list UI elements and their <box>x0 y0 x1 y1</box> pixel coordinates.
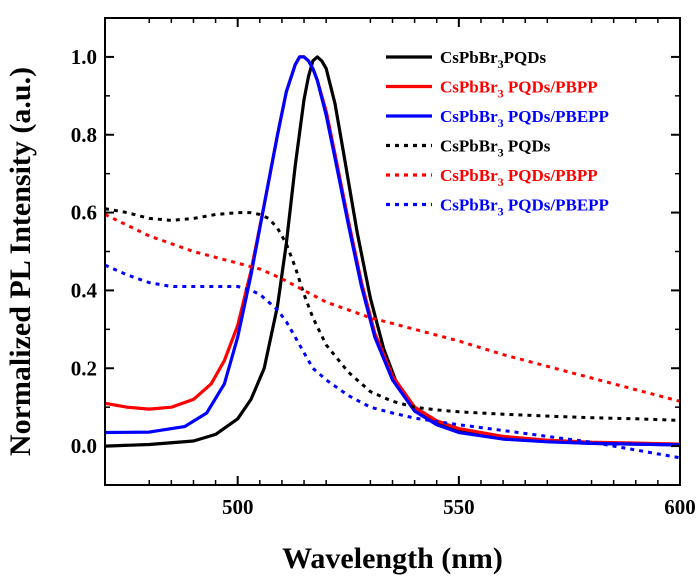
series-line-5 <box>105 213 680 403</box>
legend: CsPbBr3PQDs CsPbBr3 PQDs/PBPP CsPbBr3 PQDs… <box>386 48 609 219</box>
legend-label: CsPbBr3 PQDs/PBPP <box>440 78 598 101</box>
y-tick-label: 1.0 <box>71 45 97 69</box>
x-tick-label: 500 <box>222 495 254 519</box>
y-tick-label: 0.0 <box>71 434 97 458</box>
legend-label: CsPbBr3 PQDs/PBPP <box>440 166 598 189</box>
series-line-1 <box>105 55 680 448</box>
y-tick-label: 0.4 <box>71 278 98 302</box>
legend-label: CsPbBr3 PQDs/PBEPP <box>440 196 609 219</box>
legend-label: CsPbBr3PQDs <box>440 48 547 71</box>
y-tick-label: 0.6 <box>71 201 97 225</box>
x-tick-label: 600 <box>664 495 696 519</box>
series-line-4 <box>105 207 680 422</box>
y-tick-label: 0.8 <box>71 123 97 147</box>
series-line-6 <box>105 263 680 460</box>
x-tick-label: 550 <box>443 495 475 519</box>
legend-label: CsPbBr3 PQDs/PBEPP <box>440 107 609 130</box>
plot-lines <box>105 55 680 460</box>
x-axis-title: Wavelength (nm) <box>282 542 503 575</box>
series-line-3 <box>105 55 680 447</box>
y-axis-title: Normalized PL Intensity (a.u.) <box>4 67 37 456</box>
axis-ticks: 500 550 600 0.0 0.2 0.4 0.6 0.8 1.0 <box>71 17 696 519</box>
y-tick-label: 0.2 <box>71 356 97 380</box>
legend-label: CsPbBr3 PQDs <box>440 137 551 160</box>
